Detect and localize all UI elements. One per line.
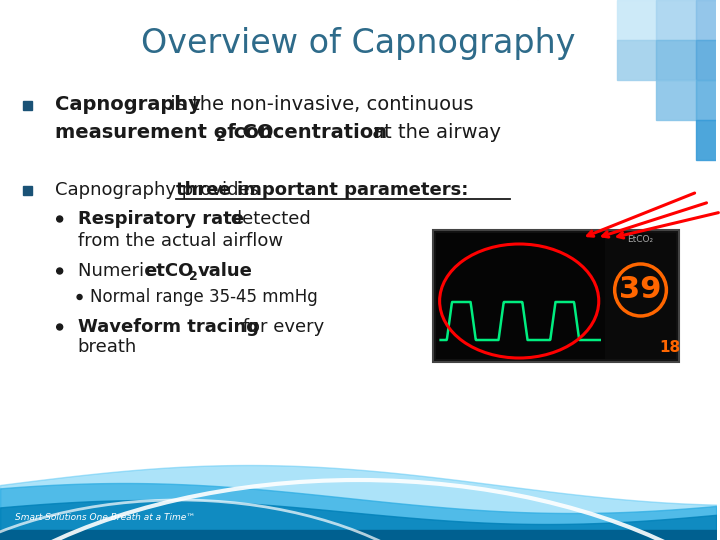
Text: is the non-invasive, continuous: is the non-invasive, continuous	[164, 96, 474, 114]
Bar	[696, 120, 720, 160]
Bar	[433, 230, 680, 362]
Text: 2: 2	[189, 271, 198, 284]
Bar	[696, 80, 720, 120]
Bar	[436, 233, 605, 359]
Text: breath: breath	[78, 338, 137, 356]
Text: 39: 39	[619, 275, 662, 305]
Text: Capnography: Capnography	[55, 96, 201, 114]
Text: Numeric: Numeric	[78, 262, 159, 280]
Text: from the actual airflow: from the actual airflow	[78, 232, 283, 250]
Bar	[616, 0, 657, 40]
Text: EtCO₂: EtCO₂	[627, 235, 654, 245]
Text: value: value	[198, 262, 253, 280]
Text: etCO: etCO	[144, 262, 194, 280]
Bar	[657, 80, 696, 120]
Text: Smart Solutions One Breath at a Time™: Smart Solutions One Breath at a Time™	[15, 514, 195, 523]
Bar	[23, 101, 32, 110]
Text: concentration: concentration	[227, 124, 387, 143]
Bar	[696, 0, 720, 40]
Bar	[657, 40, 696, 80]
Text: 18: 18	[660, 341, 681, 355]
Text: Overview of Capnography: Overview of Capnography	[141, 28, 575, 60]
Bar	[605, 233, 676, 359]
Text: measurement of CO: measurement of CO	[55, 124, 273, 143]
Bar	[657, 0, 696, 40]
Text: at the airway: at the airway	[366, 124, 501, 143]
Bar	[23, 186, 32, 195]
Text: Respiratory rate: Respiratory rate	[78, 210, 243, 228]
Text: detected: detected	[225, 210, 310, 228]
Text: Normal range 35-45 mmHg: Normal range 35-45 mmHg	[89, 288, 318, 306]
Text: Waveform tracing: Waveform tracing	[78, 318, 258, 336]
Text: Capnography provides: Capnography provides	[55, 181, 264, 199]
Circle shape	[77, 294, 82, 300]
Text: 2: 2	[216, 130, 225, 144]
Bar	[696, 40, 720, 80]
Circle shape	[57, 268, 63, 274]
Bar	[616, 40, 657, 80]
Circle shape	[57, 324, 63, 330]
Circle shape	[57, 216, 63, 222]
Text: three important parameters:: three important parameters:	[176, 181, 469, 199]
Text: for every: for every	[237, 318, 324, 336]
